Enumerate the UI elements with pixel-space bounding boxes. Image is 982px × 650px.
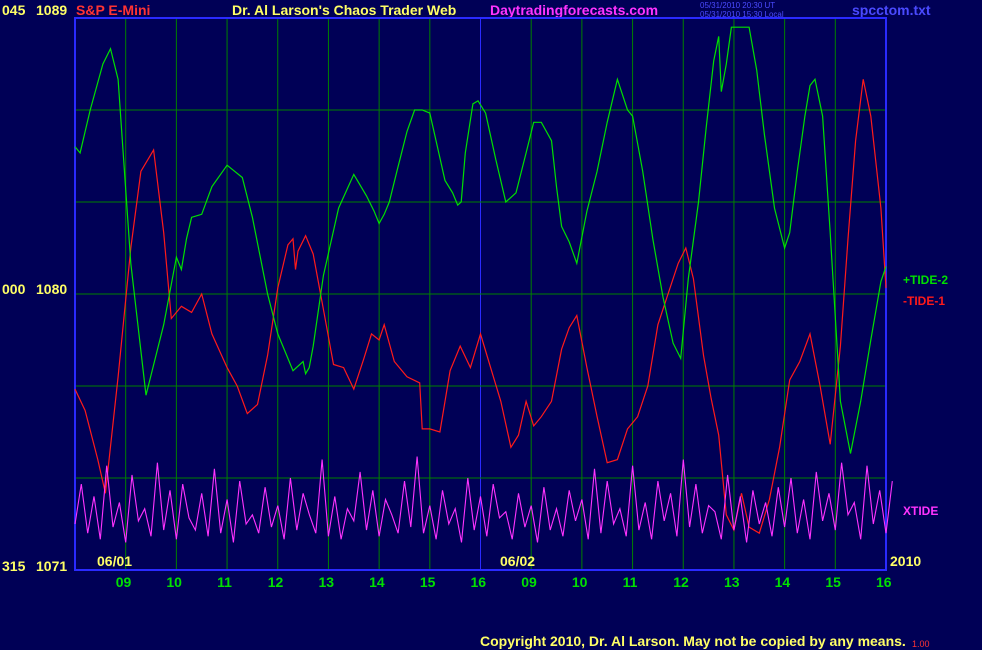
hour-labels: 09 10 11 12 13 14 15 16 09 10 11 12 13 14 15 16 — [116, 574, 892, 590]
instrument-label: S&P E-Mini — [76, 2, 150, 18]
hour-tick-label: 12 — [268, 574, 284, 590]
filename: spcctom.txt — [852, 2, 931, 18]
xtide-line — [74, 456, 893, 543]
hour-tick-label: 16 — [876, 574, 892, 590]
hour-tick-label: 14 — [775, 574, 791, 590]
hour-tick-label: 14 — [369, 574, 385, 590]
tide-plus-line — [74, 26, 887, 454]
hour-tick-label: 10 — [166, 574, 182, 590]
hour-tick-label: 09 — [116, 574, 132, 590]
y-price-bottom: 1071 — [36, 558, 67, 574]
hour-tick-label: 16 — [471, 574, 487, 590]
hour-tick-label: 13 — [318, 574, 334, 590]
time-local: 05/31/2010 15:30 Local — [700, 10, 784, 19]
date-label-0602: 06/02 — [500, 553, 535, 569]
header-angle-top: 045 — [2, 2, 26, 18]
header-price-top: 1089 — [36, 2, 67, 18]
y-price-mid: 1080 — [36, 281, 67, 297]
hour-tick-label: 10 — [572, 574, 588, 590]
y-angle-mid: 000 — [2, 281, 26, 297]
grid — [75, 18, 886, 570]
y-angle-bottom: 315 — [2, 558, 26, 574]
hour-tick-label: 12 — [673, 574, 689, 590]
legend-tide-plus: +TIDE-2 — [903, 273, 948, 287]
date-label-0601: 06/01 — [97, 553, 132, 569]
hour-tick-label: 11 — [623, 574, 638, 590]
tide-minus-line — [74, 79, 887, 535]
hour-tick-label: 13 — [724, 574, 740, 590]
hour-tick-label: 15 — [825, 574, 841, 590]
hour-tick-label: 15 — [420, 574, 436, 590]
year-label: 2010 — [890, 553, 921, 569]
site-label: Daytradingforecasts.com — [490, 2, 658, 18]
plot-frame — [74, 17, 887, 571]
legend-xtide: XTIDE — [903, 504, 938, 518]
copyright: Copyright 2010, Dr. Al Larson. May not b… — [480, 633, 906, 649]
time-ut: 05/31/2010 20:30 UT — [700, 1, 775, 10]
hour-tick-label: 09 — [521, 574, 537, 590]
hour-tick-label: 11 — [217, 574, 232, 590]
chart-title: Dr. Al Larson's Chaos Trader Web — [232, 2, 456, 18]
version-stamp: 1.00 — [912, 639, 930, 649]
legend-tide-minus: -TIDE-1 — [903, 294, 945, 308]
